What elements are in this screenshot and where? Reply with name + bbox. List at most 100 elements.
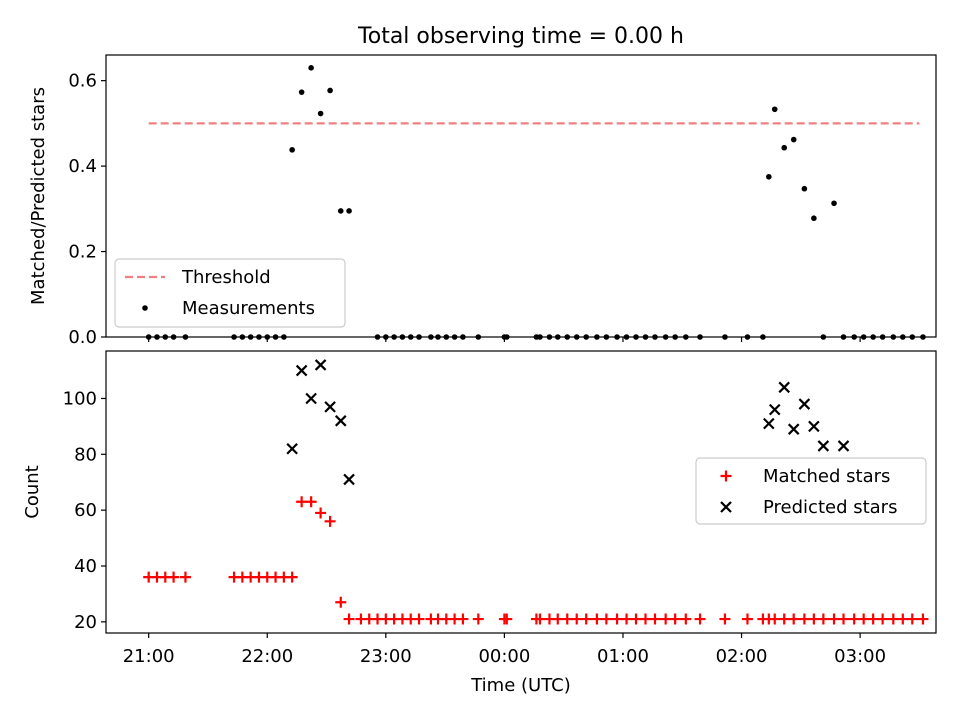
y-tick-label: 40 [74,556,97,577]
legend-label: Measurements [182,298,315,319]
x-tick-label: 00:00 [478,646,530,667]
data-point [561,613,573,625]
data-point [286,442,298,455]
x-tick-label: 22:00 [241,646,293,667]
x-tick-label: 02:00 [716,646,768,667]
data-point [798,613,810,625]
data-point [838,613,850,625]
legend: Matched stars Predicted stars [695,457,927,525]
data-point [778,381,791,394]
data-point [317,110,324,117]
data-point [168,571,180,583]
data-point [811,215,817,222]
data-point [781,144,788,151]
data-point [798,398,811,410]
plot-area [143,359,929,625]
data-point [308,65,314,71]
axes-frame [105,350,937,634]
data-point [906,613,918,625]
data-point [472,613,484,625]
data-point [600,613,612,625]
data-point [343,473,355,486]
data-point [346,208,352,214]
data-point [660,613,672,625]
legend-box [114,258,346,328]
data-point [179,571,191,583]
data-point [611,613,623,625]
x-axis-label: Time (UTC) [470,675,571,696]
y-tick-label: 100 [63,388,97,409]
data-point [790,136,797,143]
data-point [817,613,829,625]
data-point [591,613,603,625]
data-point [457,613,469,625]
y-axis-label: Count [22,465,43,518]
data-point [413,613,425,625]
data-point [867,613,879,625]
data-point [305,496,317,508]
count-panel: 20 40 60 80 100 21:00 22:00 23:00 00:00 01:00 02:0… [22,350,937,696]
data-point [877,613,889,625]
data-point [621,613,633,625]
data-point [296,496,308,508]
data-point [324,515,336,527]
data-point [324,401,336,413]
data-point [817,440,830,452]
data-point [552,613,564,625]
data-point [771,106,778,113]
data-point [801,185,808,192]
figure-title: Total observing time = 0.00 h [357,24,684,49]
x-tick-label: 01:00 [597,646,649,667]
x-tick-label: 21:00 [123,646,175,667]
y-tick-label: 60 [74,500,97,521]
series-matched-stars [143,496,929,625]
data-point [295,364,308,377]
data-point [640,613,651,625]
data-point [837,440,850,452]
data-point [669,613,681,625]
legend: Threshold Measurements [114,258,346,328]
y-tick-label: 0.6 [68,71,97,92]
y-tick-label: 80 [74,444,97,465]
data-point [305,392,317,405]
data-point [314,359,327,371]
data-point [289,147,295,153]
x-tick-label: 03:00 [834,646,886,667]
legend-swatch [720,470,732,482]
data-point [315,507,327,519]
data-point [580,613,592,625]
data-point [917,613,929,625]
data-point [787,423,800,435]
data-point [571,613,583,625]
data-point [680,613,692,625]
series-predicted-stars [286,359,850,486]
legend-box [695,457,927,525]
x-tick-label: 23:00 [360,646,412,667]
data-point [788,613,800,625]
data-point [848,613,860,625]
data-point [343,613,355,625]
data-point [694,613,706,625]
data-point [630,613,642,625]
y-tick-label: 0.2 [68,242,97,263]
data-point [327,87,333,94]
data-point [828,613,840,625]
y-tick-label: 0.4 [68,156,97,177]
legend-label: Matched stars [763,466,890,487]
axes-frame [105,54,937,338]
y-axis-label: Matched/Predicted stars [28,87,49,305]
data-point [778,613,790,625]
legend-swatch [142,305,148,311]
legend-swatch [720,501,732,513]
data-point [769,613,781,625]
data-point [808,420,820,433]
legend-label: Predicted stars [763,497,897,518]
data-point [649,613,661,625]
data-point [719,613,731,625]
data-point [741,613,753,625]
data-point [887,613,899,625]
data-point [334,415,347,427]
legend-label: Threshold [181,267,271,288]
data-point [335,596,347,608]
